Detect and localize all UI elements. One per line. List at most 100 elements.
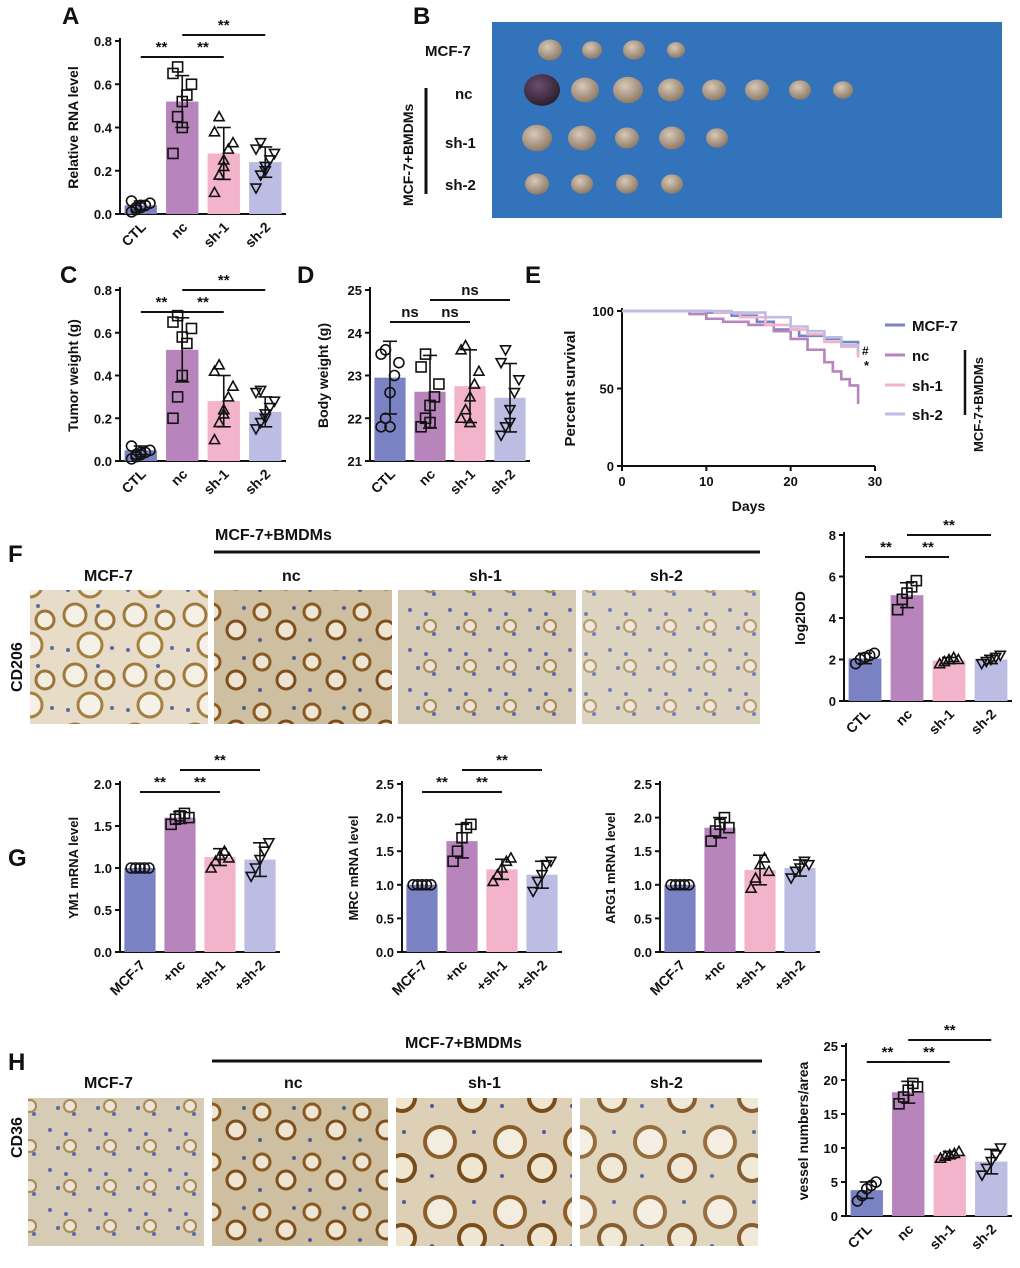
panel-label-d: D bbox=[297, 262, 314, 289]
data-point bbox=[526, 886, 540, 899]
tumor bbox=[571, 174, 593, 194]
legend-label-nc: nc bbox=[912, 348, 930, 365]
data-point bbox=[669, 878, 682, 891]
category-label: nc bbox=[894, 1221, 917, 1244]
category-label: sh-2 bbox=[242, 219, 274, 251]
bar-sh-1 bbox=[933, 1154, 966, 1216]
category-label: +sh-2 bbox=[513, 957, 551, 995]
data-point bbox=[134, 862, 146, 874]
category-label: sh-2 bbox=[486, 466, 518, 498]
y-tick-label: 1.5 bbox=[634, 844, 652, 859]
data-point bbox=[244, 871, 258, 884]
tumor bbox=[568, 125, 596, 151]
data-point bbox=[212, 358, 226, 370]
x-tick-label: 30 bbox=[868, 474, 882, 489]
data-point bbox=[253, 854, 267, 867]
data-point bbox=[933, 657, 946, 669]
panel-label-e: E bbox=[525, 262, 541, 289]
category-label: CTL bbox=[118, 465, 149, 496]
e-sig-hash: # bbox=[862, 344, 869, 358]
data-point bbox=[989, 1150, 1003, 1162]
y-tick-label: 2.0 bbox=[634, 811, 652, 826]
category-label: +sh-1 bbox=[731, 957, 769, 995]
h-image-mcf7 bbox=[28, 1098, 204, 1246]
data-point bbox=[531, 876, 544, 889]
category-label: sh-1 bbox=[925, 706, 957, 738]
f-group-label: MCF-7+BMDMs bbox=[215, 527, 332, 544]
data-point bbox=[415, 361, 427, 373]
sig-label: ** bbox=[880, 539, 892, 556]
data-point bbox=[183, 811, 195, 824]
category-label: CTL bbox=[118, 218, 149, 249]
sig-label: ** bbox=[197, 294, 209, 311]
data-point bbox=[495, 861, 509, 873]
y-tick-label: 1.0 bbox=[376, 878, 394, 893]
tumor bbox=[833, 81, 853, 99]
category-label: sh-1 bbox=[200, 219, 232, 251]
data-point bbox=[723, 821, 735, 834]
sig-label: ** bbox=[197, 39, 209, 56]
data-point bbox=[167, 147, 179, 160]
y-tick-label: 0.6 bbox=[94, 77, 112, 92]
x-tick-label: 10 bbox=[699, 474, 713, 489]
data-point bbox=[181, 89, 193, 101]
category-label: MCF-7 bbox=[647, 957, 689, 999]
data-point bbox=[249, 183, 263, 195]
survival-line-sh-2 bbox=[622, 309, 860, 352]
bar-+sh-1 bbox=[204, 857, 236, 952]
tumor bbox=[623, 40, 645, 60]
data-point bbox=[208, 125, 221, 137]
data-point bbox=[994, 650, 1007, 662]
bar-nc bbox=[890, 595, 924, 701]
data-point bbox=[167, 412, 179, 425]
category-label: nc bbox=[415, 466, 438, 489]
data-point bbox=[540, 859, 553, 872]
data-point bbox=[910, 574, 923, 587]
bar-sh-1 bbox=[932, 660, 966, 701]
data-point bbox=[263, 155, 277, 167]
y-tick-label: 23 bbox=[348, 369, 362, 384]
bar-MCF-7 bbox=[664, 884, 696, 952]
sig-label: ** bbox=[436, 774, 448, 791]
tumor bbox=[582, 41, 602, 59]
h-image-nc bbox=[212, 1098, 388, 1246]
panel-f-micrographs: MCF-7+BMDMs MCF-7 nc sh-1 sh-2 CD206 bbox=[9, 527, 760, 724]
y-tick-label: 6 bbox=[829, 570, 836, 585]
sig-label: ns bbox=[401, 304, 419, 321]
tumor bbox=[745, 79, 769, 101]
tumor-photo-shade bbox=[492, 22, 1002, 218]
tumor bbox=[702, 79, 726, 101]
h-image-sh1 bbox=[396, 1098, 572, 1246]
data-point bbox=[784, 873, 798, 885]
data-point bbox=[463, 390, 477, 402]
category-label: MCF-7 bbox=[389, 957, 431, 999]
data-point bbox=[870, 1176, 882, 1188]
chart-c-tumor-weight: 0.0 0.2 0.4 0.6 0.8 Tumor weight (g) CTL nc sh-1… bbox=[65, 272, 286, 497]
y-tick-label: 22 bbox=[348, 411, 362, 426]
h-group-label: MCF-7+BMDMs bbox=[405, 1035, 522, 1052]
data-point bbox=[994, 1143, 1007, 1155]
data-point bbox=[217, 159, 231, 172]
data-point bbox=[222, 851, 236, 863]
data-point bbox=[249, 144, 263, 156]
data-point bbox=[176, 331, 189, 343]
bar-+nc bbox=[164, 817, 196, 952]
data-point bbox=[454, 411, 468, 424]
data-point bbox=[433, 378, 445, 390]
panel-e-legend: MCF-7 nc sh-1 sh-2 MCF-7+BMDMs # * bbox=[862, 318, 986, 452]
data-point bbox=[948, 1146, 961, 1159]
y-tick-label: 2.0 bbox=[94, 777, 112, 792]
f-image-sh2 bbox=[582, 590, 760, 724]
data-point bbox=[379, 344, 392, 356]
f-col-label-nc: nc bbox=[282, 568, 301, 585]
chart-f-log2iod: 0 2 4 6 8 log2IOD CTL nc sh-1 sh-2 ** ** ** bbox=[792, 517, 1012, 737]
y-tick-label: 2.0 bbox=[376, 811, 394, 826]
sig-label: ** bbox=[943, 517, 955, 534]
y-tick-label: 25 bbox=[348, 283, 362, 298]
data-point bbox=[258, 165, 272, 178]
y-tick-label: 2 bbox=[829, 653, 836, 668]
data-point bbox=[868, 647, 881, 660]
category-label: +nc bbox=[159, 957, 188, 986]
category-label: +nc bbox=[699, 957, 728, 986]
category-label: CTL bbox=[368, 465, 399, 496]
